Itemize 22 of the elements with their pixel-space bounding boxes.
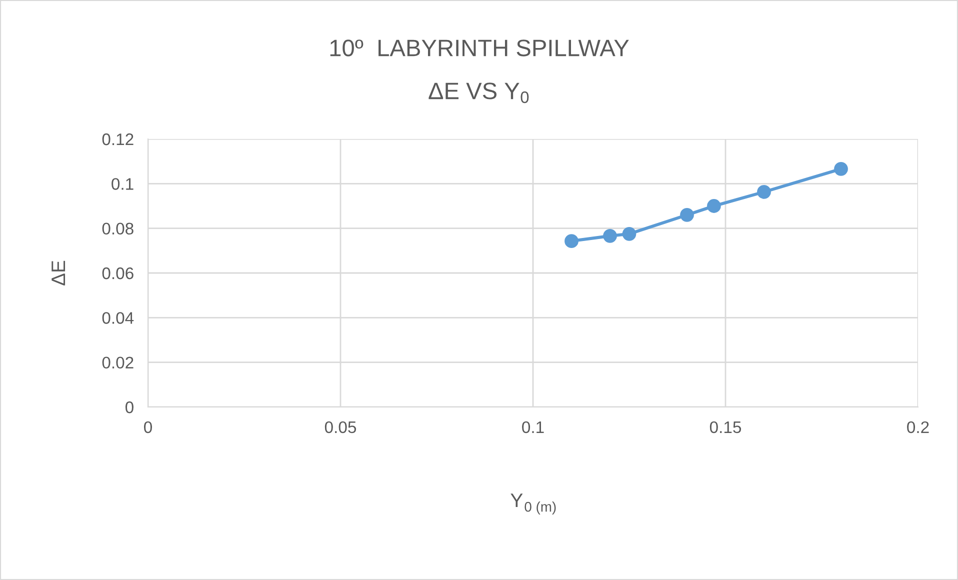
x-tick-label: 0.15: [710, 421, 742, 434]
x-tick-label: 0.1: [522, 421, 544, 434]
point: [834, 162, 848, 176]
y-tick-label: 0.1: [112, 178, 134, 190]
point: [603, 228, 617, 243]
chart-title: 10º LABYRINTH SPILLWAY: [330, 40, 629, 56]
y-tick-label: 0.08: [102, 222, 134, 235]
point: [564, 234, 578, 248]
x-tick-label: 0.05: [324, 421, 356, 434]
x-tick-label: 0.2: [907, 421, 929, 434]
point: [622, 226, 636, 241]
y-tick-label: 0.06: [102, 267, 134, 280]
x-tick-label: 0: [144, 421, 152, 434]
point: [680, 208, 694, 222]
y-tick-label: 0.12: [102, 133, 134, 146]
point: [707, 199, 721, 213]
y-tick-label: 0.02: [102, 356, 134, 369]
y-axis-title: ΔE: [52, 260, 66, 286]
point: [757, 184, 771, 199]
y-tick-label: 0: [125, 401, 134, 414]
chart-subtitle: ΔE VS Y$_{0}$: [428, 82, 529, 104]
y-tick-label: 0.04: [102, 312, 134, 324]
